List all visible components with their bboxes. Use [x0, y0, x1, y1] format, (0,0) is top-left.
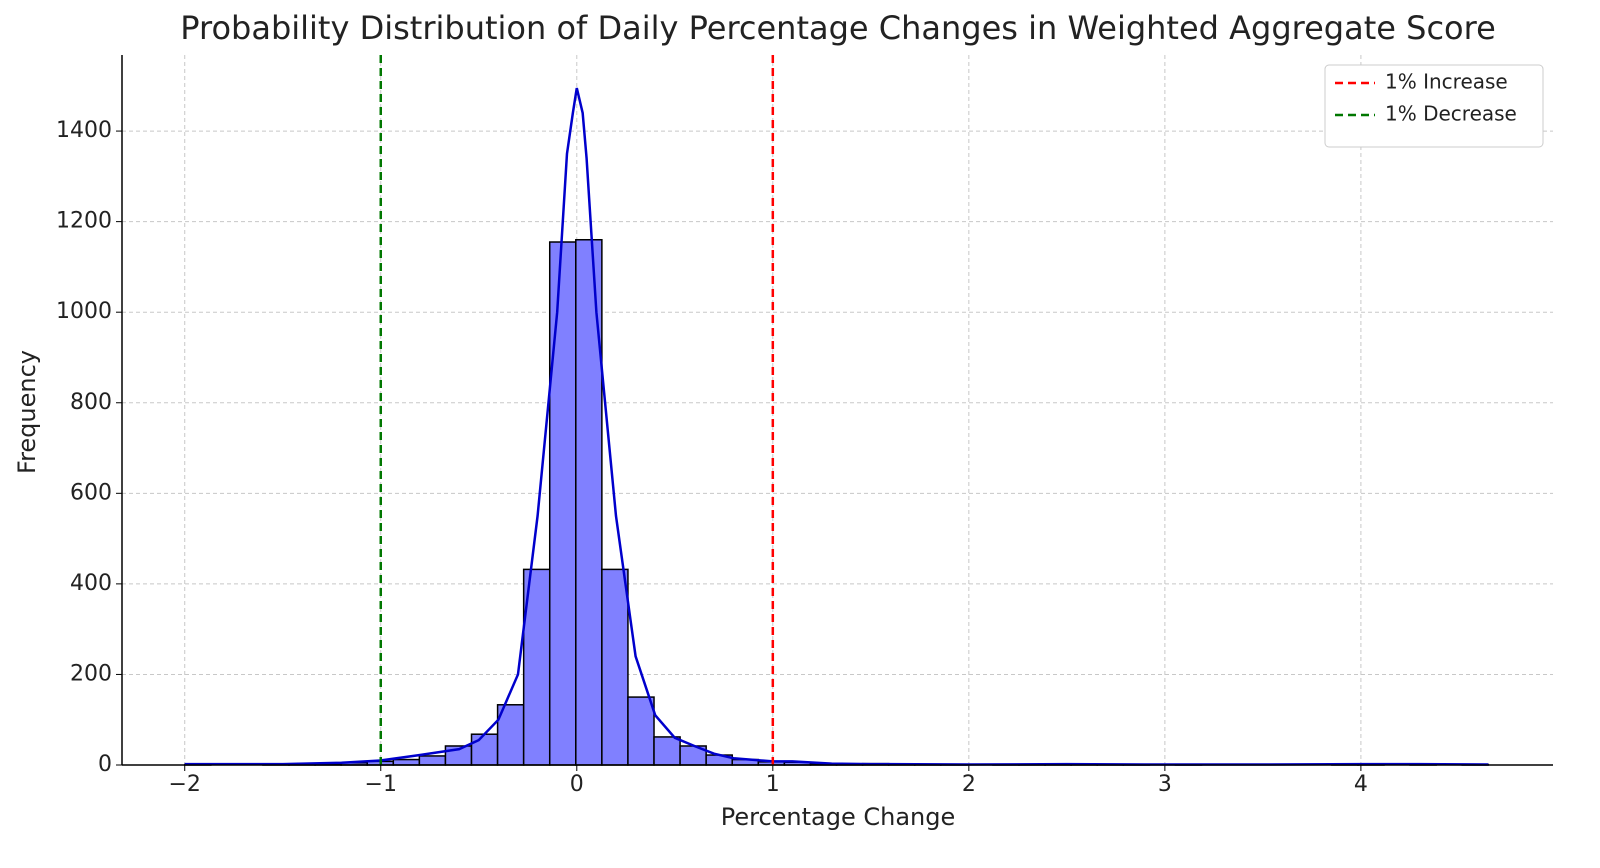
x-tick-label: 1: [766, 772, 780, 797]
y-tick-label: 600: [70, 480, 112, 505]
bar: [393, 760, 419, 765]
bar: [628, 697, 654, 765]
x-tick-label: −2: [169, 772, 201, 797]
y-tick-label: 200: [70, 661, 112, 686]
x-tick-label: 2: [962, 772, 976, 797]
bar: [550, 242, 576, 765]
x-tick-label: 3: [1158, 772, 1172, 797]
bar: [602, 569, 628, 765]
legend-label: 1% Decrease: [1385, 102, 1517, 126]
y-tick-label: 1400: [56, 118, 112, 143]
bar: [419, 756, 445, 765]
y-tick-label: 1000: [56, 299, 112, 324]
bar: [472, 734, 498, 765]
x-axis-label: Percentage Change: [721, 803, 956, 831]
y-tick-label: 0: [98, 752, 112, 777]
y-tick-label: 1200: [56, 209, 112, 234]
x-tick-label: 0: [570, 772, 584, 797]
x-tick-label: −1: [365, 772, 397, 797]
y-axis-label: Frequency: [13, 350, 41, 474]
legend-label: 1% Increase: [1385, 70, 1508, 94]
chart-title: Probability Distribution of Daily Percen…: [180, 9, 1496, 47]
y-tick-label: 400: [70, 571, 112, 596]
x-tick-label: 4: [1354, 772, 1368, 797]
bar: [654, 737, 680, 765]
y-tick-label: 800: [70, 390, 112, 415]
